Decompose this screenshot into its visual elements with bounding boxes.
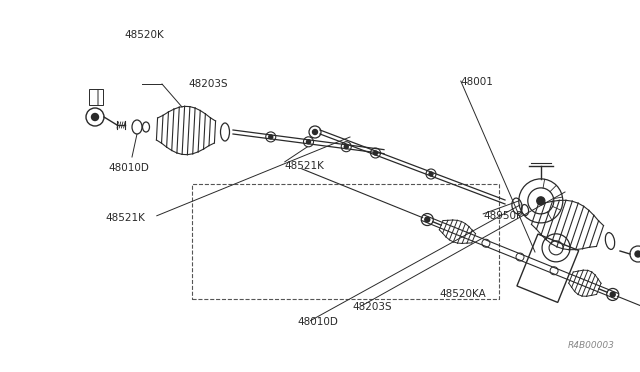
Circle shape: [344, 145, 348, 149]
Text: 48521K: 48521K: [106, 213, 145, 222]
Text: 48203S: 48203S: [189, 79, 228, 89]
Text: 48950P: 48950P: [483, 211, 522, 221]
Circle shape: [92, 113, 99, 121]
Circle shape: [537, 197, 545, 205]
Text: 48010D: 48010D: [109, 163, 150, 173]
Circle shape: [312, 129, 317, 135]
Circle shape: [374, 151, 378, 155]
Text: 48001: 48001: [461, 77, 493, 87]
Circle shape: [307, 140, 310, 144]
Bar: [89, 89, 103, 105]
Text: 48521K: 48521K: [285, 161, 324, 170]
Circle shape: [610, 292, 615, 297]
Circle shape: [429, 172, 433, 176]
Circle shape: [635, 251, 640, 257]
Circle shape: [425, 217, 430, 222]
Text: 48010D: 48010D: [298, 317, 339, 327]
Text: 48203S: 48203S: [352, 302, 392, 312]
Circle shape: [269, 135, 273, 139]
Text: 48520KA: 48520KA: [440, 289, 486, 299]
Text: R4B00003: R4B00003: [568, 341, 614, 350]
Text: 48520K: 48520K: [125, 31, 164, 40]
